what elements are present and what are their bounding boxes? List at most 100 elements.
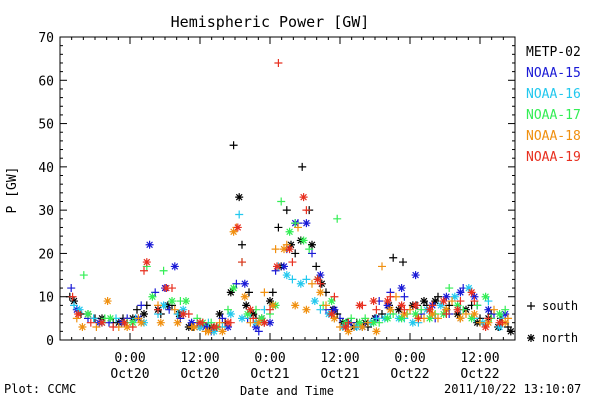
point-north-noaa-19 xyxy=(285,245,294,254)
point-south-metp-02 xyxy=(291,249,300,258)
point-north-noaa-18 xyxy=(330,314,339,323)
legend-item-noaa-15: NOAA-15 xyxy=(526,66,581,81)
point-north-noaa-19 xyxy=(327,310,336,319)
x-tick-date-label: Oct21 xyxy=(320,367,359,382)
point-north-noaa-18 xyxy=(316,288,325,297)
point-north-noaa-19 xyxy=(120,318,129,327)
point-south-noaa-19 xyxy=(302,206,311,215)
point-north-metp-02 xyxy=(70,297,78,306)
point-north-noaa-15 xyxy=(240,279,249,288)
point-north-noaa-15 xyxy=(280,262,288,271)
point-south-noaa-17 xyxy=(79,271,88,280)
point-north-noaa-16 xyxy=(238,314,246,323)
point-south-metp-02 xyxy=(268,288,277,297)
point-north-noaa-17 xyxy=(495,310,504,319)
point-north-noaa-15 xyxy=(330,305,339,314)
x-tick-date-label: Oct22 xyxy=(460,367,499,382)
point-north-noaa-18 xyxy=(123,323,132,332)
point-north-noaa-17 xyxy=(84,310,92,319)
marker-legend: south north xyxy=(527,299,578,345)
point-north-noaa-15 xyxy=(456,288,465,297)
point-north-noaa-19 xyxy=(210,323,218,332)
x-tick-time-label: 0:00 xyxy=(394,351,425,366)
point-south-noaa-18 xyxy=(246,318,255,327)
point-south-noaa-19 xyxy=(68,292,77,301)
point-south-metp-02 xyxy=(399,258,407,267)
point-south-noaa-19 xyxy=(238,258,246,267)
point-north-noaa-16 xyxy=(408,318,417,327)
point-north-metp-02 xyxy=(266,297,274,306)
point-north-noaa-18 xyxy=(484,318,493,327)
point-north-noaa-19 xyxy=(196,318,204,327)
point-north-noaa-19 xyxy=(224,318,232,327)
point-south-noaa-17 xyxy=(333,214,342,223)
point-north-noaa-16 xyxy=(436,301,445,310)
plot-frame xyxy=(59,36,516,341)
legend-item-metp-02: METP-02 xyxy=(526,45,581,60)
point-north-noaa-19 xyxy=(397,301,406,310)
point-north-noaa-15 xyxy=(484,305,493,314)
point-north-noaa-18 xyxy=(386,305,395,314)
point-north-noaa-18 xyxy=(190,323,199,332)
point-north-noaa-18 xyxy=(358,323,367,332)
point-north-noaa-16 xyxy=(210,327,218,336)
point-south-noaa-19 xyxy=(316,279,325,288)
point-north-metp-02 xyxy=(249,310,258,319)
point-south-noaa-19 xyxy=(456,297,465,306)
point-north-noaa-19 xyxy=(162,284,171,293)
point-south-metp-02 xyxy=(504,323,512,332)
point-north-noaa-16 xyxy=(495,323,504,332)
point-north-metp-02 xyxy=(394,305,403,314)
point-north-noaa-19 xyxy=(425,305,434,314)
point-south-metp-02 xyxy=(245,288,253,297)
point-north-noaa-19 xyxy=(233,223,242,232)
point-north-noaa-19 xyxy=(74,310,83,319)
point-south-noaa-17 xyxy=(224,305,232,314)
point-north-noaa-15 xyxy=(501,310,510,319)
point-north-noaa-18 xyxy=(344,327,353,336)
point-north-noaa-19 xyxy=(467,288,476,297)
point-north-noaa-18 xyxy=(173,318,182,327)
point-south-noaa-17 xyxy=(193,314,202,323)
point-south-noaa-19 xyxy=(470,297,479,306)
point-north-noaa-16 xyxy=(75,305,84,314)
x-tick-time-label: 0:00 xyxy=(114,351,145,366)
point-south-noaa-19 xyxy=(442,310,451,319)
point-north-noaa-18 xyxy=(218,327,227,336)
point-north-noaa-16 xyxy=(282,271,291,280)
point-south-noaa-17 xyxy=(501,305,510,314)
point-south-noaa-16 xyxy=(302,275,311,284)
point-south-noaa-17 xyxy=(277,197,286,206)
point-north-noaa-19 xyxy=(341,323,350,332)
point-north-noaa-18 xyxy=(254,318,263,327)
point-north-noaa-19 xyxy=(98,318,106,327)
plot-credit: Plot: CCMC xyxy=(4,382,77,396)
point-south-noaa-15 xyxy=(308,249,316,258)
point-north-noaa-15 xyxy=(145,240,154,249)
point-south-noaa-19 xyxy=(86,318,95,327)
point-south-noaa-17 xyxy=(473,301,482,310)
point-north-noaa-15 xyxy=(442,292,451,301)
point-north-noaa-17 xyxy=(229,284,238,293)
point-north-noaa-15 xyxy=(266,318,274,327)
point-north-noaa-15 xyxy=(470,292,479,301)
point-south-noaa-19 xyxy=(154,305,162,314)
point-north-noaa-18 xyxy=(302,305,311,314)
point-north-noaa-17 xyxy=(257,314,266,323)
point-north-noaa-17 xyxy=(148,292,157,301)
y-tick-label: 60 xyxy=(38,74,54,89)
point-south-noaa-17 xyxy=(159,266,168,275)
point-south-metp-02 xyxy=(274,223,283,232)
point-south-noaa-18 xyxy=(448,297,456,306)
point-north-noaa-16 xyxy=(296,279,305,288)
point-north-noaa-19 xyxy=(439,297,448,306)
point-south-noaa-17 xyxy=(291,219,300,228)
point-north-noaa-17 xyxy=(425,314,434,323)
point-south-noaa-15 xyxy=(218,314,227,323)
point-south-noaa-16 xyxy=(288,275,297,284)
point-south-noaa-18 xyxy=(294,223,302,232)
point-north-metp-02 xyxy=(235,193,244,202)
x-tick-date-label: Oct20 xyxy=(180,367,219,382)
point-north-noaa-18 xyxy=(103,297,112,306)
